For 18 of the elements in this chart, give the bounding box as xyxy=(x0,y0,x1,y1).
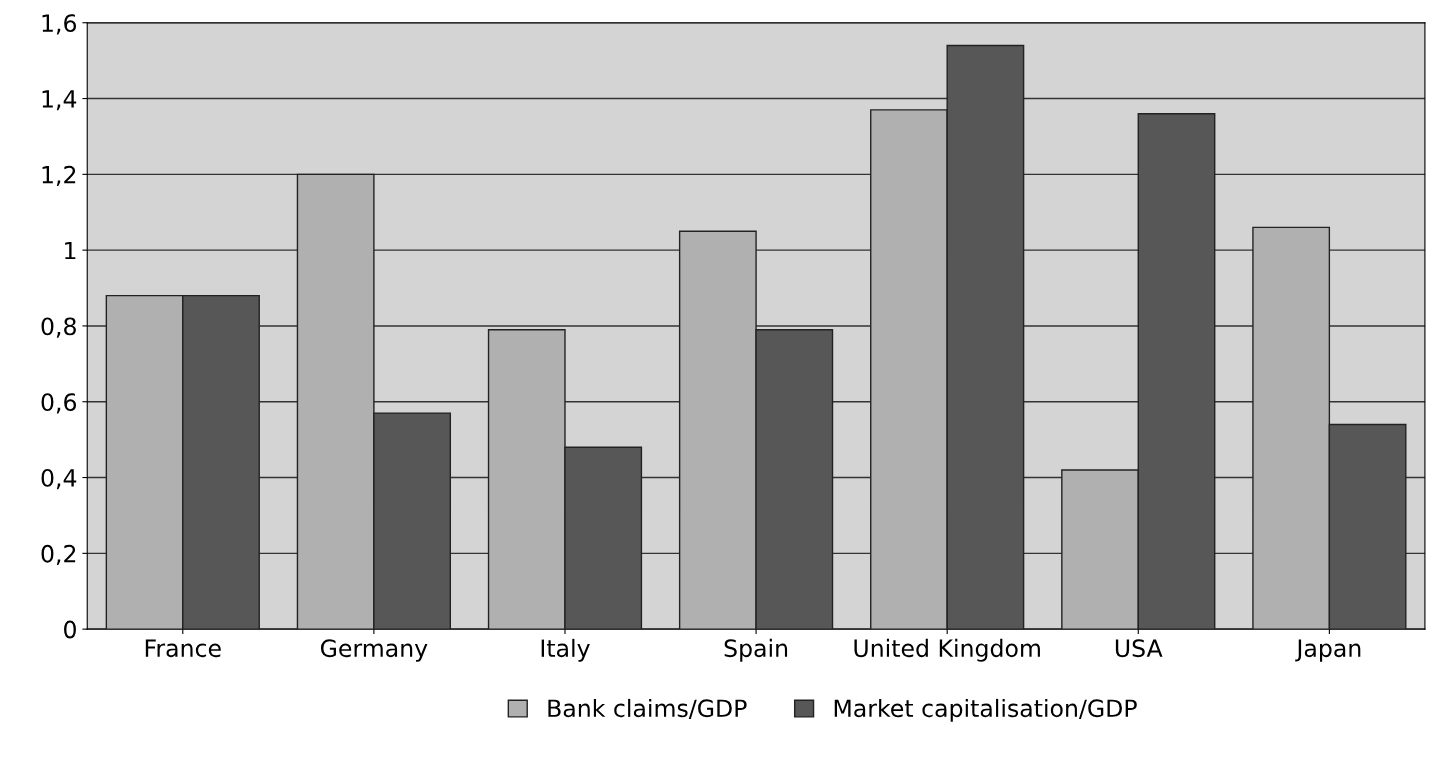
x-tick-label: Spain xyxy=(724,638,788,662)
y-tick-label: 1,4 xyxy=(42,90,77,111)
y-tick-label: 0 xyxy=(64,620,76,639)
y-tick-label: 0,8 xyxy=(41,317,76,338)
legend-label: Market capitalisation/GDP xyxy=(834,698,1137,722)
x-tick-label: Germany xyxy=(320,639,428,662)
y-tick-label: 0,2 xyxy=(41,544,76,566)
x-tick-label: Italy xyxy=(541,638,590,662)
x-tick-label: Japan xyxy=(1295,639,1361,662)
y-tick-label: 0,6 xyxy=(41,393,77,414)
x-tick-label: USA xyxy=(1115,639,1163,658)
legend-label: Bank claims/GDP xyxy=(548,698,747,720)
y-tick-label: 1,6 xyxy=(42,14,77,35)
y-tick-label: 1 xyxy=(65,241,76,260)
y-tick-label: 1,2 xyxy=(42,165,76,187)
x-tick-label: France xyxy=(145,639,221,658)
y-tick-label: 0,4 xyxy=(41,468,77,490)
x-tick-label: United Kingdom xyxy=(854,638,1040,662)
